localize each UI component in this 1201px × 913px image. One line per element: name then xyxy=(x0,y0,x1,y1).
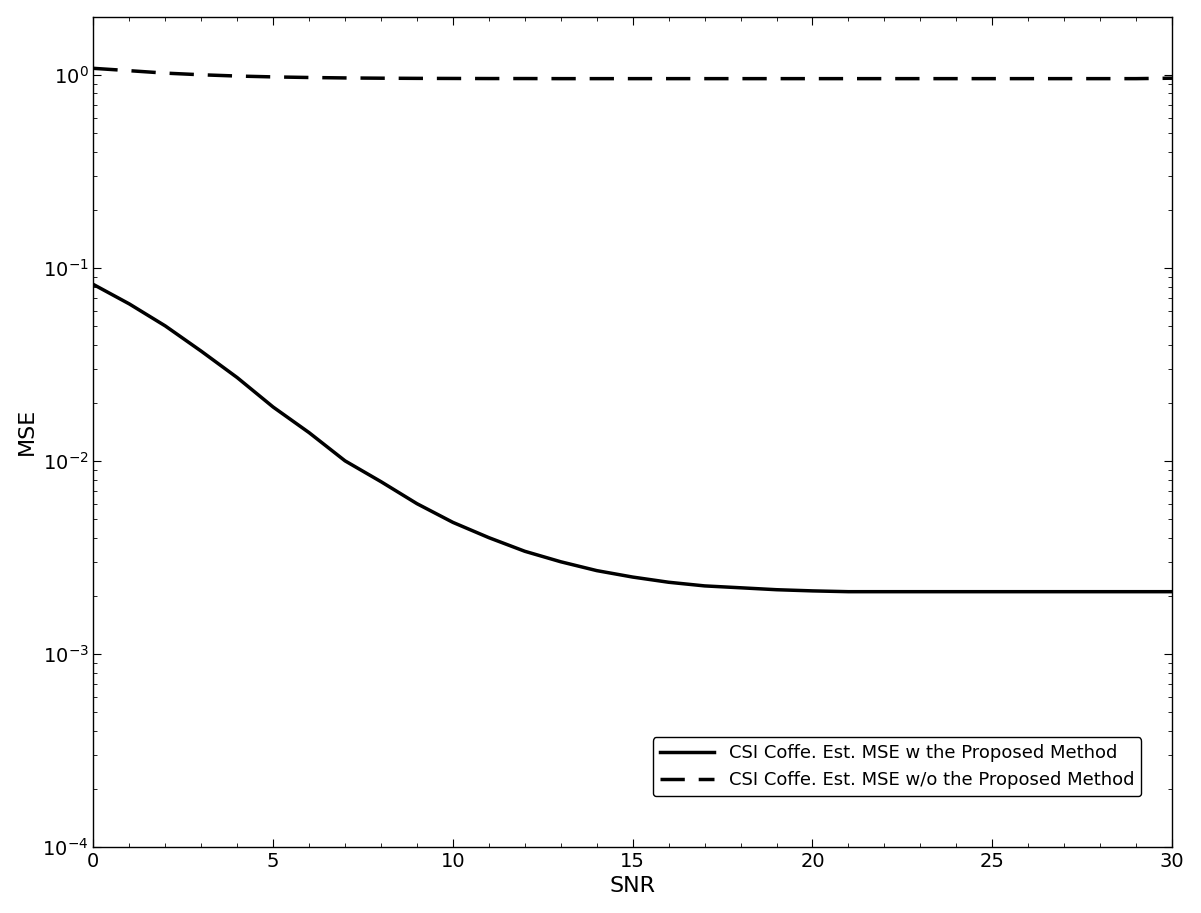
CSI Coffe. Est. MSE w/o the Proposed Method xyxy=(877,73,891,84)
CSI Coffe. Est. MSE w the Proposed Method xyxy=(1021,586,1035,597)
CSI Coffe. Est. MSE w/o the Proposed Method xyxy=(1057,73,1071,84)
CSI Coffe. Est. MSE w/o the Proposed Method xyxy=(805,73,819,84)
CSI Coffe. Est. MSE w/o the Proposed Method xyxy=(446,73,460,84)
CSI Coffe. Est. MSE w/o the Proposed Method xyxy=(123,65,137,76)
CSI Coffe. Est. MSE w/o the Proposed Method xyxy=(86,63,101,74)
Line: CSI Coffe. Est. MSE w/o the Proposed Method: CSI Coffe. Est. MSE w/o the Proposed Met… xyxy=(94,68,1172,79)
CSI Coffe. Est. MSE w the Proposed Method xyxy=(86,279,101,290)
CSI Coffe. Est. MSE w the Proposed Method xyxy=(518,546,532,557)
CSI Coffe. Est. MSE w/o the Proposed Method xyxy=(626,73,640,84)
CSI Coffe. Est. MSE w the Proposed Method xyxy=(123,299,137,310)
CSI Coffe. Est. MSE w the Proposed Method xyxy=(374,477,388,488)
CSI Coffe. Est. MSE w the Proposed Method xyxy=(1093,586,1107,597)
CSI Coffe. Est. MSE w/o the Proposed Method xyxy=(734,73,748,84)
Line: CSI Coffe. Est. MSE w the Proposed Method: CSI Coffe. Est. MSE w the Proposed Metho… xyxy=(94,285,1172,592)
CSI Coffe. Est. MSE w the Proposed Method xyxy=(841,586,855,597)
CSI Coffe. Est. MSE w/o the Proposed Method xyxy=(1129,73,1143,84)
CSI Coffe. Est. MSE w/o the Proposed Method xyxy=(698,73,712,84)
CSI Coffe. Est. MSE w the Proposed Method xyxy=(1129,586,1143,597)
CSI Coffe. Est. MSE w the Proposed Method xyxy=(698,581,712,592)
CSI Coffe. Est. MSE w/o the Proposed Method xyxy=(159,68,173,79)
CSI Coffe. Est. MSE w the Proposed Method xyxy=(195,346,209,357)
CSI Coffe. Est. MSE w/o the Proposed Method xyxy=(301,72,316,83)
CSI Coffe. Est. MSE w the Proposed Method xyxy=(337,456,352,467)
Legend: CSI Coffe. Est. MSE w the Proposed Method, CSI Coffe. Est. MSE w/o the Proposed : CSI Coffe. Est. MSE w the Proposed Metho… xyxy=(653,737,1141,796)
CSI Coffe. Est. MSE w the Proposed Method xyxy=(734,582,748,593)
X-axis label: SNR: SNR xyxy=(610,876,656,897)
CSI Coffe. Est. MSE w/o the Proposed Method xyxy=(1165,73,1179,84)
CSI Coffe. Est. MSE w the Proposed Method xyxy=(301,427,316,438)
CSI Coffe. Est. MSE w the Proposed Method xyxy=(554,556,568,567)
CSI Coffe. Est. MSE w/o the Proposed Method xyxy=(1021,73,1035,84)
CSI Coffe. Est. MSE w the Proposed Method xyxy=(159,320,173,331)
Y-axis label: MSE: MSE xyxy=(17,408,37,456)
CSI Coffe. Est. MSE w the Proposed Method xyxy=(877,586,891,597)
CSI Coffe. Est. MSE w the Proposed Method xyxy=(626,572,640,582)
CSI Coffe. Est. MSE w/o the Proposed Method xyxy=(410,73,424,84)
CSI Coffe. Est. MSE w/o the Proposed Method xyxy=(662,73,676,84)
CSI Coffe. Est. MSE w/o the Proposed Method xyxy=(337,72,352,83)
CSI Coffe. Est. MSE w/o the Proposed Method xyxy=(229,70,244,81)
CSI Coffe. Est. MSE w the Proposed Method xyxy=(590,565,604,576)
CSI Coffe. Est. MSE w/o the Proposed Method xyxy=(482,73,496,84)
CSI Coffe. Est. MSE w the Proposed Method xyxy=(265,402,280,413)
CSI Coffe. Est. MSE w/o the Proposed Method xyxy=(590,73,604,84)
CSI Coffe. Est. MSE w the Proposed Method xyxy=(913,586,927,597)
CSI Coffe. Est. MSE w/o the Proposed Method xyxy=(985,73,999,84)
CSI Coffe. Est. MSE w the Proposed Method xyxy=(1057,586,1071,597)
CSI Coffe. Est. MSE w/o the Proposed Method xyxy=(841,73,855,84)
CSI Coffe. Est. MSE w the Proposed Method xyxy=(1165,586,1179,597)
CSI Coffe. Est. MSE w the Proposed Method xyxy=(805,585,819,596)
CSI Coffe. Est. MSE w/o the Proposed Method xyxy=(949,73,963,84)
CSI Coffe. Est. MSE w/o the Proposed Method xyxy=(770,73,784,84)
CSI Coffe. Est. MSE w/o the Proposed Method xyxy=(518,73,532,84)
CSI Coffe. Est. MSE w/o the Proposed Method xyxy=(265,71,280,82)
CSI Coffe. Est. MSE w the Proposed Method xyxy=(949,586,963,597)
CSI Coffe. Est. MSE w the Proposed Method xyxy=(446,517,460,528)
CSI Coffe. Est. MSE w/o the Proposed Method xyxy=(913,73,927,84)
CSI Coffe. Est. MSE w the Proposed Method xyxy=(410,498,424,509)
CSI Coffe. Est. MSE w/o the Proposed Method xyxy=(374,73,388,84)
CSI Coffe. Est. MSE w the Proposed Method xyxy=(482,532,496,543)
CSI Coffe. Est. MSE w the Proposed Method xyxy=(662,577,676,588)
CSI Coffe. Est. MSE w/o the Proposed Method xyxy=(195,69,209,80)
CSI Coffe. Est. MSE w the Proposed Method xyxy=(770,584,784,595)
CSI Coffe. Est. MSE w/o the Proposed Method xyxy=(554,73,568,84)
CSI Coffe. Est. MSE w the Proposed Method xyxy=(985,586,999,597)
CSI Coffe. Est. MSE w/o the Proposed Method xyxy=(1093,73,1107,84)
CSI Coffe. Est. MSE w the Proposed Method xyxy=(229,373,244,383)
